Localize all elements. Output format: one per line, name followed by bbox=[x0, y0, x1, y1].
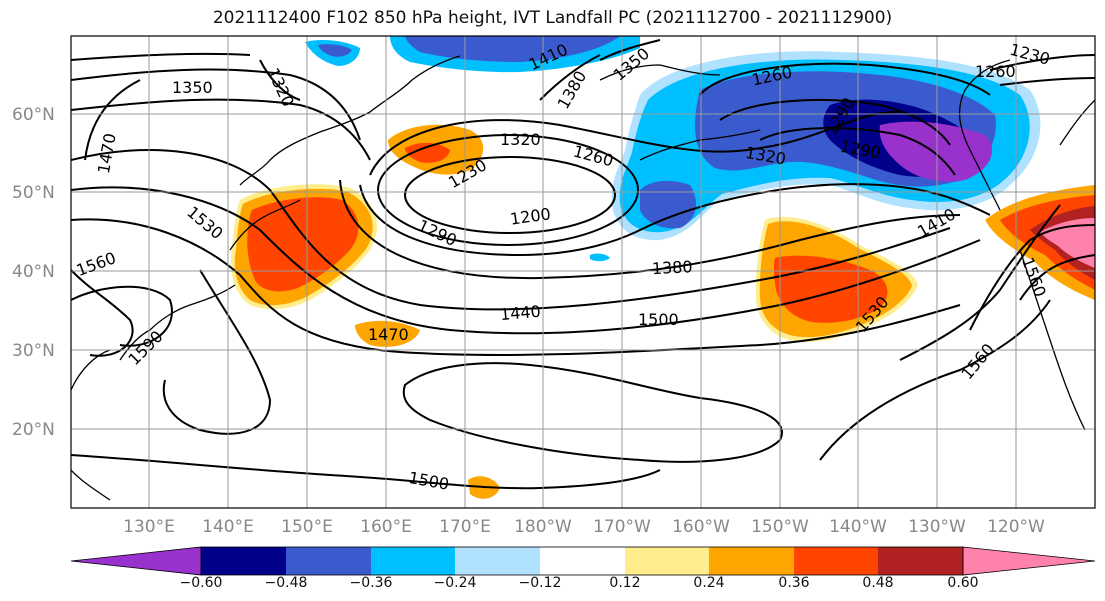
lon-label: 170°E bbox=[439, 517, 491, 537]
lon-label: 160°E bbox=[360, 517, 412, 537]
lon-label: 140°E bbox=[202, 517, 254, 537]
contour-label: 1260 bbox=[975, 62, 1016, 81]
lon-label: 130°E bbox=[123, 517, 175, 537]
lat-label: 40°N bbox=[12, 262, 55, 282]
colorbar-box bbox=[709, 547, 794, 575]
graticule bbox=[71, 36, 1095, 508]
colorbar-outline bbox=[200, 546, 964, 576]
lon-label: 180°W bbox=[514, 517, 572, 537]
contour-label: 1440 bbox=[499, 302, 541, 324]
colorbar-extension-max bbox=[962, 546, 1096, 576]
lon-label: 140°W bbox=[829, 517, 887, 537]
colorbar-ticks: −0.60 −0.48 −0.36 −0.24 −0.12 0.12 0.24 … bbox=[180, 575, 979, 591]
colorbar-box bbox=[371, 547, 455, 575]
coastlines bbox=[71, 55, 1095, 501]
lon-label: 160°W bbox=[672, 517, 730, 537]
lon-label: 150°E bbox=[281, 517, 333, 537]
colorbar-tick: −0.24 bbox=[434, 575, 477, 591]
lon-label: 170°W bbox=[593, 517, 651, 537]
colorbar-tick: 0.12 bbox=[609, 575, 640, 591]
colorbar-box bbox=[540, 547, 625, 575]
colorbar-tick: 0.24 bbox=[693, 575, 724, 591]
contour-label: 1350 bbox=[172, 78, 213, 97]
colorbar-box bbox=[625, 547, 709, 575]
colorbar-tick: −0.60 bbox=[180, 575, 223, 591]
lat-axis: 20°N 30°N 40°N 50°N 60°N bbox=[12, 105, 55, 440]
colorbar-tick: 0.48 bbox=[862, 575, 893, 591]
contour-label: 1380 bbox=[651, 257, 693, 278]
colorbar-tick: −0.48 bbox=[265, 575, 308, 591]
colorbar-box bbox=[286, 547, 371, 575]
lat-label: 60°N bbox=[12, 105, 55, 125]
colorbar-tick: 0.60 bbox=[947, 575, 978, 591]
colorbar-tick: 0.36 bbox=[778, 575, 809, 591]
colorbar-tick: −0.12 bbox=[519, 575, 562, 591]
colorbar-extension-min bbox=[70, 546, 202, 576]
lon-label: 120°W bbox=[987, 517, 1045, 537]
colorbar-box bbox=[201, 547, 286, 575]
colorbar-box bbox=[794, 547, 878, 575]
lon-label: 150°W bbox=[751, 517, 809, 537]
colorbar-boxes bbox=[70, 546, 1096, 576]
map-title: 2021112400 F102 850 hPa height, IVT Land… bbox=[212, 8, 893, 28]
lat-label: 20°N bbox=[12, 420, 55, 440]
contour-label: 1320 bbox=[500, 130, 541, 149]
lat-label: 50°N bbox=[12, 183, 55, 203]
colorbar-box bbox=[455, 547, 540, 575]
contour-label: 1500 bbox=[638, 310, 679, 329]
lon-axis: 130°E 140°E 150°E 160°E 170°E 180°W 170°… bbox=[123, 517, 1045, 537]
colorbar-tick: −0.36 bbox=[350, 575, 393, 591]
contour-label: 1470 bbox=[368, 325, 409, 344]
lon-label: 130°W bbox=[908, 517, 966, 537]
map-frame bbox=[70, 35, 1096, 509]
lat-label: 30°N bbox=[12, 341, 55, 361]
colorbar-box bbox=[878, 547, 963, 575]
